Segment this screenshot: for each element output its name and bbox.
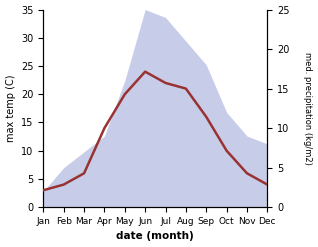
Y-axis label: max temp (C): max temp (C) [5, 75, 16, 142]
Y-axis label: med. precipitation (kg/m2): med. precipitation (kg/m2) [303, 52, 313, 165]
X-axis label: date (month): date (month) [116, 231, 194, 242]
